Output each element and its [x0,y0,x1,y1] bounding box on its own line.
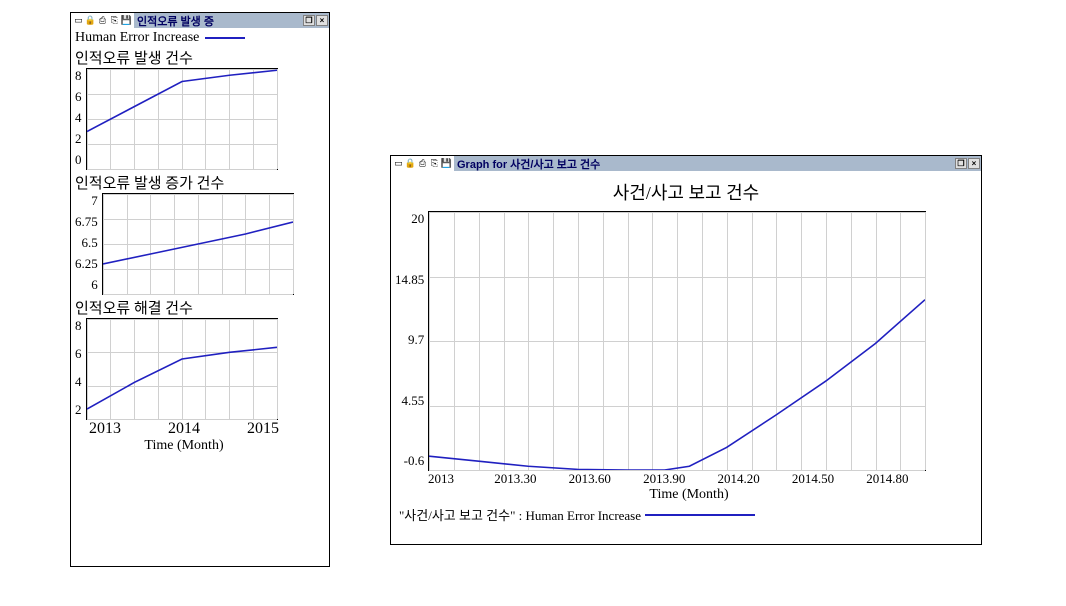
right-window-content: 사건/사고 보고 건수 20 14.85 9.7 4.55 -0.62013 2013.3… [391,171,981,528]
y-tick-label: 20 [411,211,424,227]
print-icon[interactable]: ⎙ [417,158,428,169]
footer-legend-text: "사건/사고 보고 건수" : Human Error Increase [399,505,641,524]
x-tick-label: 2014.80 [866,471,908,487]
plot-area [428,211,926,471]
subchart-title: 인적오류 해결 건수 [75,297,325,318]
x-tick-label: 2013 [89,420,121,438]
copy-icon[interactable]: ⎘ [429,158,440,169]
x-tick-label: 2013.30 [494,471,536,487]
subchart-title: 인적오류 발생 건수 [75,47,325,68]
titlebar-controls: ❐ × [303,13,329,28]
y-tick-label: 6.75 [75,214,98,230]
left-titlebar: ▭ 🔒 ⎙ ⎘ 💾 인적오류 발생 증 ❐ × [71,13,329,28]
x-tick-label: 2014.20 [717,471,759,487]
right-graph-window: ▭ 🔒 ⎙ ⎘ 💾 Graph for 사건/사고 보고 건수 ❐ × 사건/사… [390,155,982,545]
y-tick-label: 6 [91,277,98,293]
y-tick-label: 6 [75,89,82,105]
y-tick-label: 9.7 [408,332,424,348]
grid-line [277,69,278,169]
data-series [103,194,293,294]
plot-row: 8 6 4 2 [75,318,325,420]
close-button[interactable]: × [316,15,328,26]
titlebar-controls: ❐ × [955,156,981,171]
data-series [87,69,277,169]
y-axis: 20 14.85 9.7 4.55 -0.6 [395,211,428,469]
x-tick-label: 2013.60 [569,471,611,487]
close-button[interactable]: × [968,158,980,169]
chart-block: 20 14.85 9.7 4.55 -0.62013 2013.30 2013.60 2013… [395,211,977,503]
right-chart-title: 사건/사고 보고 건수 [395,179,977,205]
data-series [87,319,277,419]
y-axis: 8 6 4 2 0 [75,68,86,168]
grid-line [925,212,926,470]
x-axis-label: Time (Month) [89,438,279,454]
left-panel-window: ▭ 🔒 ⎙ ⎘ 💾 인적오류 발생 증 ❐ × Human Error Incr… [70,12,330,567]
grid-line [87,169,277,170]
y-tick-label: 4 [75,374,82,390]
plot-area [86,68,278,170]
grid-line [277,319,278,419]
plot-row: 8 6 4 2 0 [75,68,325,170]
y-tick-label: -0.6 [404,453,425,469]
y-tick-label: 8 [75,68,82,84]
left-window-title: 인적오류 발생 증 [134,13,303,28]
y-tick-label: 0 [75,152,82,168]
x-tick-label: 2014.50 [792,471,834,487]
restore-button[interactable]: ❐ [303,15,315,26]
subchart-title: 인적오류 발생 증가 건수 [75,172,325,193]
y-axis: 8 6 4 2 [75,318,86,418]
right-footer-legend: "사건/사고 보고 건수" : Human Error Increase [395,503,977,526]
chart-block: 인적오류 해결 건수8 6 4 2 2013 2014 2015Time (Month) [75,297,325,454]
legend-line-swatch [205,37,245,39]
save-icon[interactable]: 💾 [121,15,132,26]
y-tick-label: 6.25 [75,256,98,272]
grid-line [293,194,294,294]
plot-row: 7 6.75 6.5 6.25 6 [75,193,325,295]
y-tick-label: 7 [91,193,98,209]
lock-icon[interactable]: 🔒 [85,15,96,26]
x-axis-label: Time (Month) [441,487,937,503]
grid-line [103,294,293,295]
save-icon[interactable]: 💾 [441,158,452,169]
chart-block: 인적오류 발생 증가 건수7 6.75 6.5 6.25 6 [75,172,325,295]
y-tick-label: 2 [75,402,82,418]
y-tick-label: 4.55 [402,393,425,409]
grid-line [87,419,277,420]
titlebar-icon-group: ▭ 🔒 ⎙ ⎘ 💾 [71,13,134,28]
y-axis: 7 6.75 6.5 6.25 6 [75,193,102,293]
print-icon[interactable]: ⎙ [97,15,108,26]
restore-button[interactable]: ❐ [955,158,967,169]
right-titlebar: ▭ 🔒 ⎙ ⎘ 💾 Graph for 사건/사고 보고 건수 ❐ × [391,156,981,171]
x-tick-label: 2013 [428,471,454,487]
chart-block: 인적오류 발생 건수8 6 4 2 0 [75,47,325,170]
right-window-title: Graph for 사건/사고 보고 건수 [454,156,955,171]
lock-icon[interactable]: 🔒 [405,158,416,169]
dash-icon[interactable]: ▭ [393,158,404,169]
plot-area [102,193,294,295]
y-tick-label: 4 [75,110,82,126]
x-tick-label: 2013.90 [643,471,685,487]
plot-area [86,318,278,420]
plot-row: 20 14.85 9.7 4.55 -0.6 [395,211,977,471]
left-legend: Human Error Increase [75,30,325,46]
legend-line-swatch [645,514,755,516]
y-tick-label: 6.5 [82,235,98,251]
y-tick-label: 8 [75,318,82,334]
y-tick-label: 6 [75,346,82,362]
copy-icon[interactable]: ⎘ [109,15,120,26]
data-series [429,212,925,470]
titlebar-icon-group: ▭ 🔒 ⎙ ⎘ 💾 [391,156,454,171]
y-tick-label: 14.85 [395,272,424,288]
legend-label: Human Error Increase [75,30,199,46]
dash-icon[interactable]: ▭ [73,15,84,26]
left-window-content: Human Error Increase 인적오류 발생 건수86420인적오류… [71,28,329,458]
y-tick-label: 2 [75,131,82,147]
x-tick-label: 2015 [247,420,279,438]
x-tick-label: 2014 [168,420,200,438]
